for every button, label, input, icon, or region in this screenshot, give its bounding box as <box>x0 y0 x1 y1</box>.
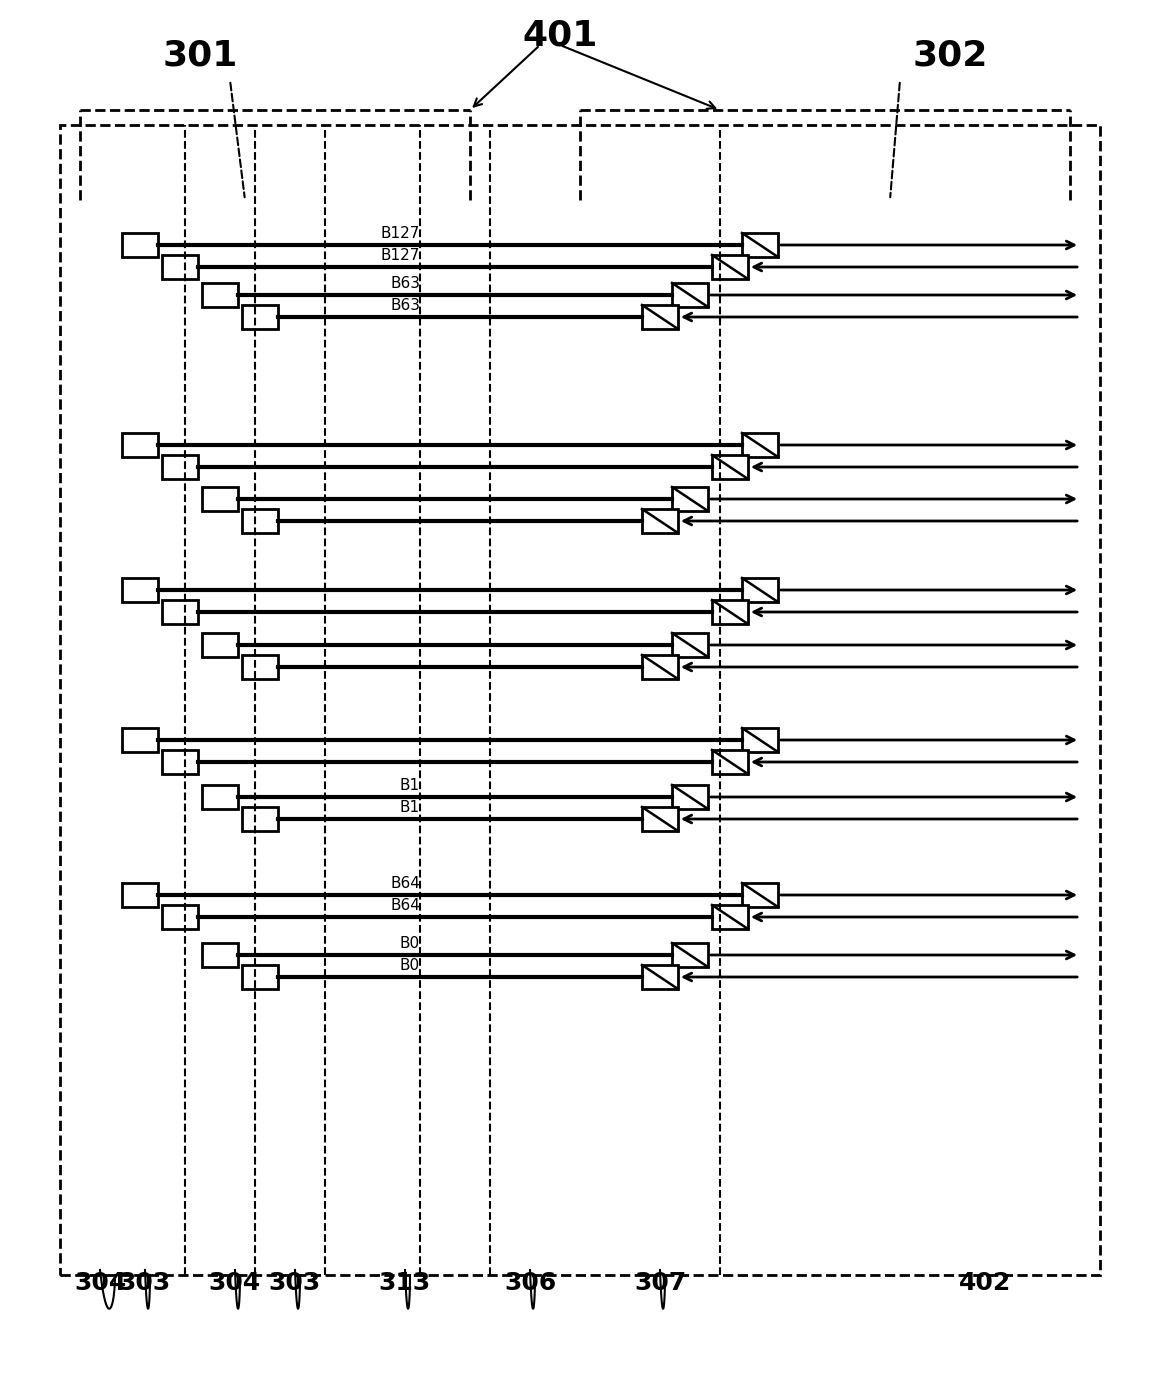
Text: B127: B127 <box>380 226 420 241</box>
Bar <box>242 807 278 830</box>
Text: 301: 301 <box>162 38 238 72</box>
Bar <box>672 785 708 808</box>
Bar <box>122 433 158 456</box>
Text: 307: 307 <box>634 1270 686 1295</box>
Bar <box>202 785 238 808</box>
Bar <box>242 654 278 679</box>
Bar <box>122 727 158 752</box>
Text: 401: 401 <box>523 18 598 52</box>
Text: 303: 303 <box>119 1270 172 1295</box>
Bar <box>60 125 1100 1275</box>
Bar <box>242 305 278 329</box>
Bar <box>202 283 238 307</box>
Bar <box>642 654 678 679</box>
Bar <box>162 600 198 624</box>
Text: 313: 313 <box>379 1270 431 1295</box>
Text: B1: B1 <box>400 800 420 815</box>
Text: 302: 302 <box>912 38 987 72</box>
Bar <box>712 254 748 279</box>
Text: B0: B0 <box>400 936 420 952</box>
Bar <box>712 600 748 624</box>
Text: 304: 304 <box>209 1270 261 1295</box>
Bar <box>242 509 278 534</box>
Bar <box>162 749 198 774</box>
Text: 304: 304 <box>74 1270 126 1295</box>
Bar <box>672 632 708 657</box>
Bar <box>122 578 158 602</box>
Bar <box>162 455 198 478</box>
Bar <box>742 433 778 456</box>
Bar <box>642 965 678 989</box>
Text: B63: B63 <box>389 298 420 314</box>
Bar <box>672 943 708 967</box>
Bar <box>742 232 778 257</box>
Bar <box>122 883 158 908</box>
Bar <box>202 487 238 512</box>
Bar <box>162 254 198 279</box>
Bar <box>672 283 708 307</box>
Text: 402: 402 <box>958 1270 1011 1295</box>
Bar <box>202 632 238 657</box>
Text: B64: B64 <box>391 898 420 913</box>
Bar <box>742 883 778 908</box>
Bar <box>672 487 708 512</box>
Text: B1: B1 <box>400 778 420 793</box>
Text: B127: B127 <box>380 248 420 263</box>
Bar <box>712 749 748 774</box>
Text: B0: B0 <box>400 958 420 973</box>
Bar <box>712 455 748 478</box>
Text: 306: 306 <box>504 1270 556 1295</box>
Bar <box>202 943 238 967</box>
Text: B63: B63 <box>389 276 420 292</box>
Text: B64: B64 <box>391 876 420 891</box>
Bar <box>742 578 778 602</box>
Bar <box>242 965 278 989</box>
Bar <box>162 905 198 930</box>
Text: 303: 303 <box>269 1270 321 1295</box>
Bar <box>642 807 678 830</box>
Bar <box>712 905 748 930</box>
Bar <box>642 509 678 534</box>
Bar <box>642 305 678 329</box>
Bar <box>122 232 158 257</box>
Bar <box>742 727 778 752</box>
